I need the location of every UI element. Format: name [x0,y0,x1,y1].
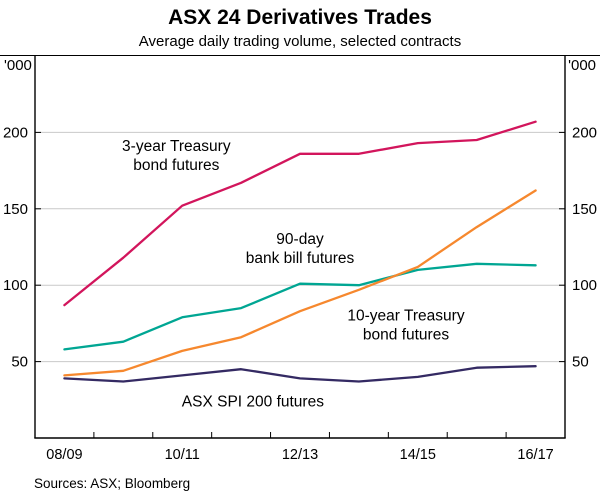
y-axis-label-right: 200 [572,124,597,141]
unit-label-right: '000 [568,57,596,74]
series-label: 3-year Treasury [122,138,231,155]
chart-subtitle: Average daily trading volume, selected c… [138,33,462,50]
x-axis-label: 16/17 [517,447,553,463]
series-label: bank bill futures [246,250,355,267]
series-label: ASX SPI 200 futures [182,393,324,410]
series-label: bond futures [133,157,219,174]
y-axis-label-left: 50 [11,354,28,371]
x-axis-label: 10/11 [165,447,200,463]
source-note: Sources: ASX; Bloomberg [34,476,191,491]
chart-header: ASX 24 Derivatives Trades Average daily … [0,0,600,56]
x-axis-label: 12/13 [282,447,318,463]
y-axis-label-left: 200 [3,124,28,141]
series-line [63,189,537,377]
series-line [63,262,537,351]
y-axis-label-left: 100 [3,277,28,294]
series-label: 10-year Treasury [347,307,464,324]
unit-label-left: '000 [4,57,32,74]
y-axis-label-left: 150 [3,201,28,218]
chart-title: ASX 24 Derivatives Trades [168,6,432,29]
y-axis-label-right: 100 [572,277,597,294]
y-axis-label-right: 150 [572,201,597,218]
series-label: bond futures [363,326,449,343]
y-axis-label-right: 50 [572,354,589,371]
x-axis-label: 14/15 [400,447,436,463]
series-line [63,120,537,307]
series-line [63,365,537,383]
series-label: 90-day [276,231,324,248]
plot-svg: 50 50 100 100 150 150 200 200 '000 '000 08/09 10/11… [3,56,597,463]
x-axis-label: 08/09 [46,447,82,463]
